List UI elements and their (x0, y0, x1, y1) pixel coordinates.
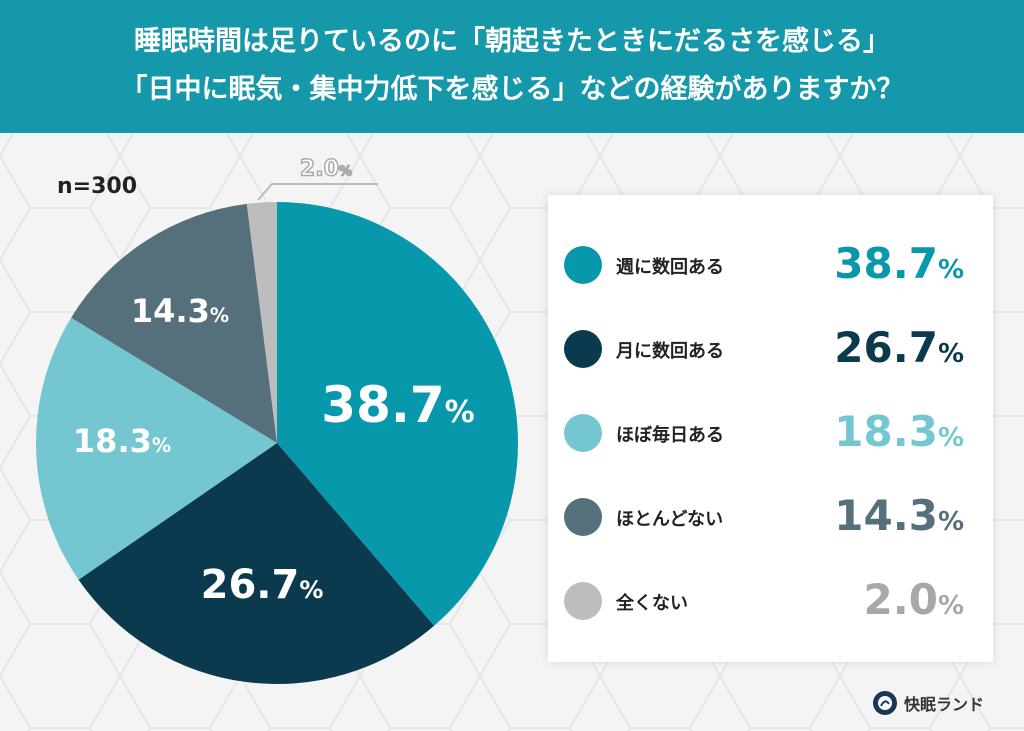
slice-label-3: 14.3% (130, 292, 230, 330)
title-line-2: 「日中に眠気・集中力低下を感じる」などの経験がありますか？ (120, 74, 904, 105)
slice-label-2: 18.3% (72, 422, 172, 460)
legend-item: 月に数回ある 26.7% (564, 319, 964, 379)
legend-label: 全くない (616, 593, 688, 614)
legend-swatch (564, 330, 602, 368)
legend: 週に数回ある 38.7% 月に数回ある 26.7% ほぼ毎日ある 18.3% ほ… (548, 195, 993, 662)
legend-value: 26.7% (834, 323, 964, 372)
legend-value: 38.7% (834, 239, 964, 288)
legend-label: 月に数回ある (616, 341, 724, 362)
legend-value: 2.0% (863, 575, 964, 624)
legend-swatch (564, 246, 602, 284)
title-line-1: 睡眠時間は足りているのに「朝起きたときにだるさを感じる」 (134, 26, 890, 57)
legend-value: 14.3% (834, 491, 964, 540)
legend-swatch (564, 582, 602, 620)
pie-slice-4 (246, 202, 277, 443)
legend-label: ほとんどない (616, 509, 724, 530)
legend-swatch (564, 498, 602, 536)
pie-slice-1 (78, 443, 435, 684)
legend-swatch (564, 414, 602, 452)
legend-value: 18.3% (834, 407, 964, 456)
legend-item: ほぼ毎日ある 18.3% (564, 403, 964, 463)
slice-label-4: 2.0% (299, 156, 353, 183)
slice-label-0: 38.7% (321, 376, 475, 434)
legend-item: 全くない 2.0% (564, 571, 964, 631)
brand-name: 快眠ランド (904, 695, 985, 714)
chart-title: 睡眠時間は足りているのに「朝起きたときにだるさを感じる」 「日中に眠気・集中力低… (0, 0, 1024, 133)
pie-slice-0 (277, 202, 518, 626)
legend-label: 週に数回ある (616, 257, 724, 278)
pie-slice-2 (36, 317, 278, 580)
legend-label: ほぼ毎日ある (616, 425, 724, 446)
brand-logo: 快眠ランド (872, 690, 984, 716)
leader-line (257, 183, 378, 201)
brand-logo-icon (873, 691, 897, 715)
pie-slice-3 (71, 203, 277, 443)
slice-label-1: 26.7% (200, 562, 324, 608)
legend-item: ほとんどない 14.3% (564, 487, 964, 547)
sample-size: n=300 (57, 174, 138, 199)
legend-item: 週に数回ある 38.7% (564, 235, 964, 295)
